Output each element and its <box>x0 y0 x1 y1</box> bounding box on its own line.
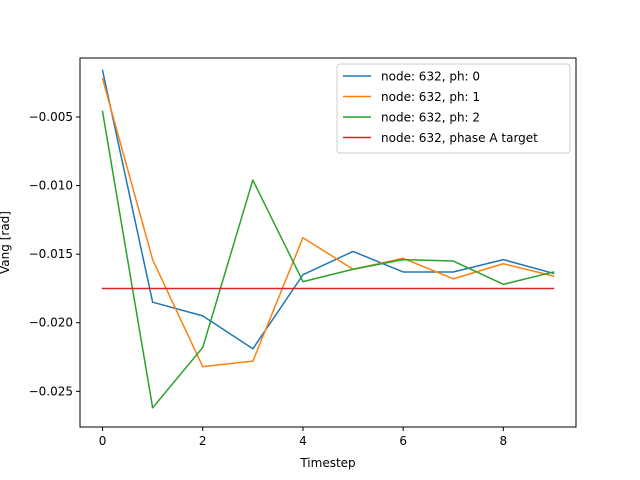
x-tick-label: 0 <box>99 434 107 448</box>
series-line-2 <box>101 110 555 409</box>
legend-label-1: node: 632, ph: 1 <box>381 90 480 104</box>
y-tick-label: −0.015 <box>29 247 73 261</box>
x-axis-label: Timestep <box>299 456 355 470</box>
y-tick-label: −0.005 <box>29 110 73 124</box>
y-axis-label: Vang [rad] <box>0 211 12 274</box>
legend: node: 632, ph: 0 node: 632, ph: 1 node: 63… <box>336 63 571 154</box>
legend-label-3: node: 632, phase A target <box>381 131 538 145</box>
series-line-1 <box>101 77 555 368</box>
series-line-0 <box>101 69 555 350</box>
y-axis-ticks: −0.025 −0.020 −0.015 −0.010 −0.005 <box>29 110 80 398</box>
legend-box <box>336 63 571 154</box>
legend-label-2: node: 632, ph: 2 <box>381 111 480 125</box>
plot-frame <box>79 57 577 428</box>
legend-items: node: 632, ph: 0 node: 632, ph: 1 node: 63… <box>343 70 538 145</box>
x-tick-label: 6 <box>399 434 407 448</box>
x-tick-label: 8 <box>500 434 508 448</box>
y-tick-label: −0.025 <box>29 384 73 398</box>
x-tick-label: 2 <box>199 434 207 448</box>
series-layer <box>101 69 555 409</box>
y-tick-label: −0.020 <box>29 316 73 330</box>
y-tick-label: −0.010 <box>29 179 73 193</box>
x-axis-ticks: 0 2 4 6 8 <box>99 427 507 448</box>
legend-label-0: node: 632, ph: 0 <box>381 70 480 84</box>
x-tick-label: 4 <box>299 434 307 448</box>
